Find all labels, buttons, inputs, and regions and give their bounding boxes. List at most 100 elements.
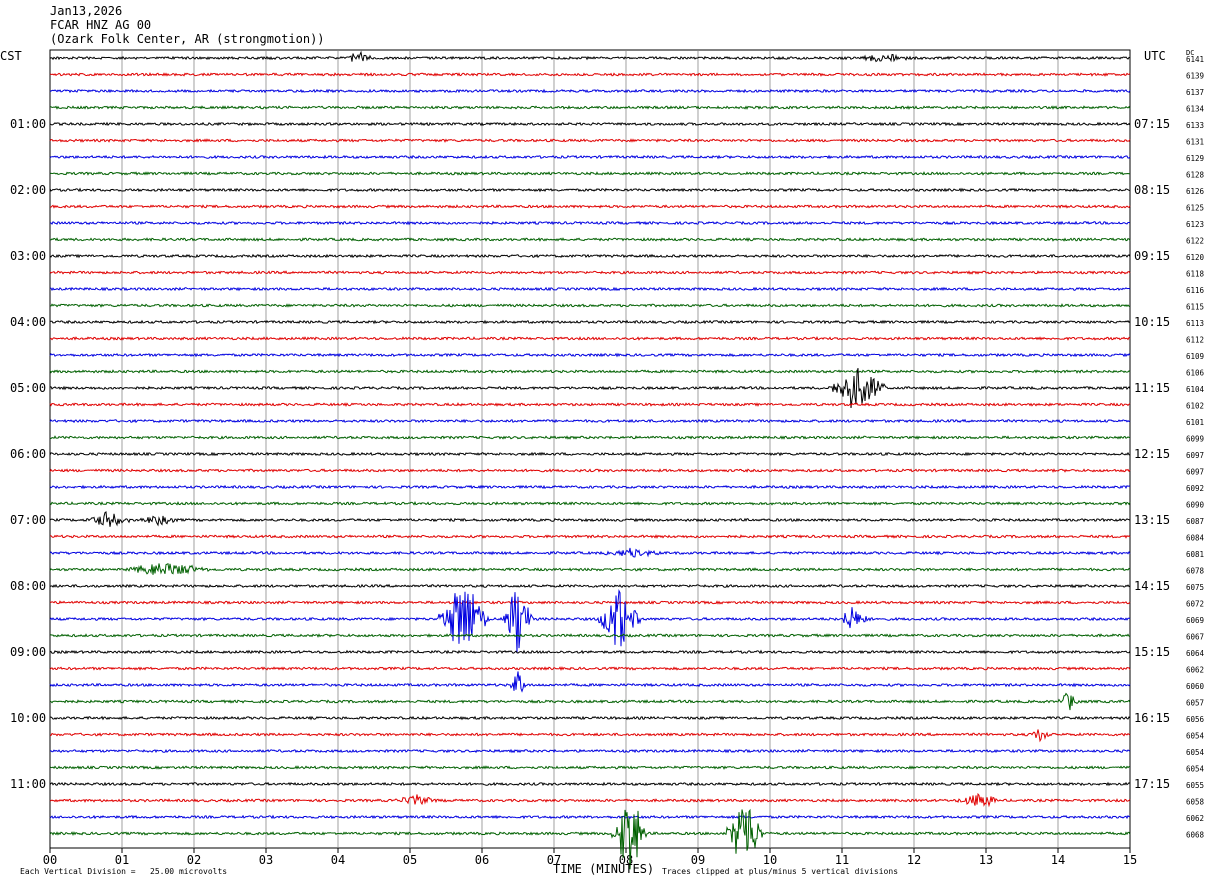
trace-row-25 (49, 468, 1131, 473)
trace-row-6 (49, 154, 1131, 160)
dc-value-row-5: 6131 (1186, 138, 1204, 147)
plot-frame (49, 49, 1131, 849)
trace-row-26 (49, 484, 1131, 490)
dc-value-row-39: 6057 (1186, 699, 1204, 708)
dc-value-row-10: 6123 (1186, 220, 1204, 229)
x-tick-label-05: 05 (403, 853, 417, 867)
x-tick-label-10: 10 (763, 853, 777, 867)
trace-row-45 (49, 792, 1131, 808)
station-label: FCAR HNZ AG 00 (50, 18, 152, 32)
dc-value-row-25: 6097 (1186, 468, 1204, 477)
dc-value-row-16: 6113 (1186, 319, 1204, 328)
dc-value-row-3: 6134 (1186, 105, 1205, 114)
x-tick-label-09: 09 (691, 853, 705, 867)
right-hour-label-3: 10:15 (1134, 315, 1170, 329)
trace-row-21 (49, 402, 1131, 407)
right-hour-label-8: 15:15 (1134, 645, 1170, 659)
trace-row-32 (49, 583, 1131, 589)
left-hour-label-2: 03:00 (10, 249, 46, 263)
trace-row-15 (49, 303, 1131, 308)
trace-row-5 (49, 138, 1131, 143)
trace-row-41 (49, 729, 1131, 743)
trace-row-27 (49, 501, 1131, 506)
trace-row-2 (49, 88, 1131, 94)
dc-value-row-44: 6055 (1186, 781, 1204, 790)
dc-value-row-40: 6056 (1186, 715, 1205, 724)
x-tick-label-06: 06 (475, 853, 489, 867)
x-tick-label-11: 11 (835, 853, 849, 867)
left-timezone-label: CST (0, 49, 22, 63)
footer-clip-note: Traces clipped at plus/minus 5 vertical … (662, 867, 899, 876)
dc-value-row-15: 6115 (1186, 303, 1204, 312)
dc-value-row-9: 6125 (1186, 204, 1204, 213)
date-label: Jan13,2026 (50, 4, 123, 18)
trace-row-46 (49, 814, 1131, 820)
right-hour-label-9: 16:15 (1134, 711, 1170, 725)
x-tick-label-04: 04 (331, 853, 345, 867)
trace-row-19 (49, 369, 1131, 374)
location-label: (Ozark Folk Center, AR (strongmotion)) (50, 32, 325, 46)
dc-value-row-20: 6104 (1186, 385, 1205, 394)
dc-value-row-23: 6099 (1186, 435, 1204, 444)
x-tick-label-15: 15 (1123, 853, 1137, 867)
dc-value-row-33: 6072 (1186, 600, 1204, 609)
trace-row-10 (49, 220, 1131, 226)
dc-value-row-27: 6090 (1186, 501, 1205, 510)
dc-value-row-24: 6097 (1186, 451, 1204, 460)
trace-row-39 (49, 692, 1131, 711)
dc-value-row-34: 6069 (1186, 616, 1204, 625)
dc-value-row-21: 6102 (1186, 402, 1204, 411)
trace-row-38 (49, 671, 1131, 693)
trace-row-40 (49, 715, 1131, 721)
trace-row-29 (50, 534, 1131, 539)
dc-value-row-8: 6126 (1186, 187, 1205, 196)
trace-row-36 (49, 649, 1131, 655)
dc-value-row-43: 6054 (1186, 765, 1205, 774)
trace-row-34 (49, 588, 1131, 654)
dc-value-row-42: 6054 (1186, 748, 1205, 757)
trace-row-37 (49, 666, 1131, 672)
trace-row-24 (49, 451, 1131, 457)
right-hour-label-4: 11:15 (1134, 381, 1170, 395)
dc-value-row-11: 6122 (1186, 237, 1204, 246)
right-hour-label-0: 07:15 (1134, 117, 1170, 131)
trace-row-4 (49, 121, 1131, 127)
dc-value-row-12: 6120 (1186, 253, 1205, 262)
dc-value-row-41: 6054 (1186, 732, 1205, 741)
dc-value-row-6: 6129 (1186, 154, 1204, 163)
footer-scale-note: Each Vertical Division = 25.00 microvolt… (20, 867, 228, 876)
right-hour-label-10: 17:15 (1134, 777, 1170, 791)
trace-row-16 (49, 319, 1131, 325)
dc-value-row-35: 6067 (1186, 633, 1204, 642)
trace-row-44 (49, 781, 1131, 787)
right-hour-label-7: 14:15 (1134, 579, 1170, 593)
trace-row-28 (49, 511, 1131, 527)
dc-value-row-26: 6092 (1186, 484, 1204, 493)
dc-value-row-19: 6106 (1186, 369, 1205, 378)
trace-row-47 (49, 808, 1131, 870)
left-hour-label-7: 08:00 (10, 579, 46, 593)
x-tick-label-12: 12 (907, 853, 921, 867)
dc-value-row-29: 6084 (1186, 534, 1205, 543)
dc-value-row-2: 6137 (1186, 88, 1204, 97)
dc-value-row-0: 6141 (1186, 55, 1204, 64)
x-tick-label-03: 03 (259, 853, 273, 867)
left-hour-label-10: 11:00 (10, 777, 46, 791)
right-hour-label-6: 13:15 (1134, 513, 1170, 527)
trace-row-8 (49, 187, 1131, 193)
x-axis-title: TIME (MINUTES) (553, 862, 655, 876)
right-timezone-label: UTC (1144, 49, 1166, 63)
dc-value-row-17: 6112 (1186, 336, 1204, 345)
trace-row-20 (49, 368, 1131, 409)
trace-row-18 (49, 352, 1131, 358)
left-hour-label-5: 06:00 (10, 447, 46, 461)
trace-row-35 (49, 633, 1131, 638)
left-hour-label-9: 10:00 (10, 711, 46, 725)
x-tick-label-01: 01 (115, 853, 129, 867)
dc-value-row-38: 6060 (1186, 682, 1205, 691)
dc-value-row-47: 6068 (1186, 831, 1205, 840)
dc-value-row-13: 6118 (1186, 270, 1205, 279)
trace-row-22 (49, 418, 1131, 424)
x-tick-label-07: 07 (547, 853, 561, 867)
